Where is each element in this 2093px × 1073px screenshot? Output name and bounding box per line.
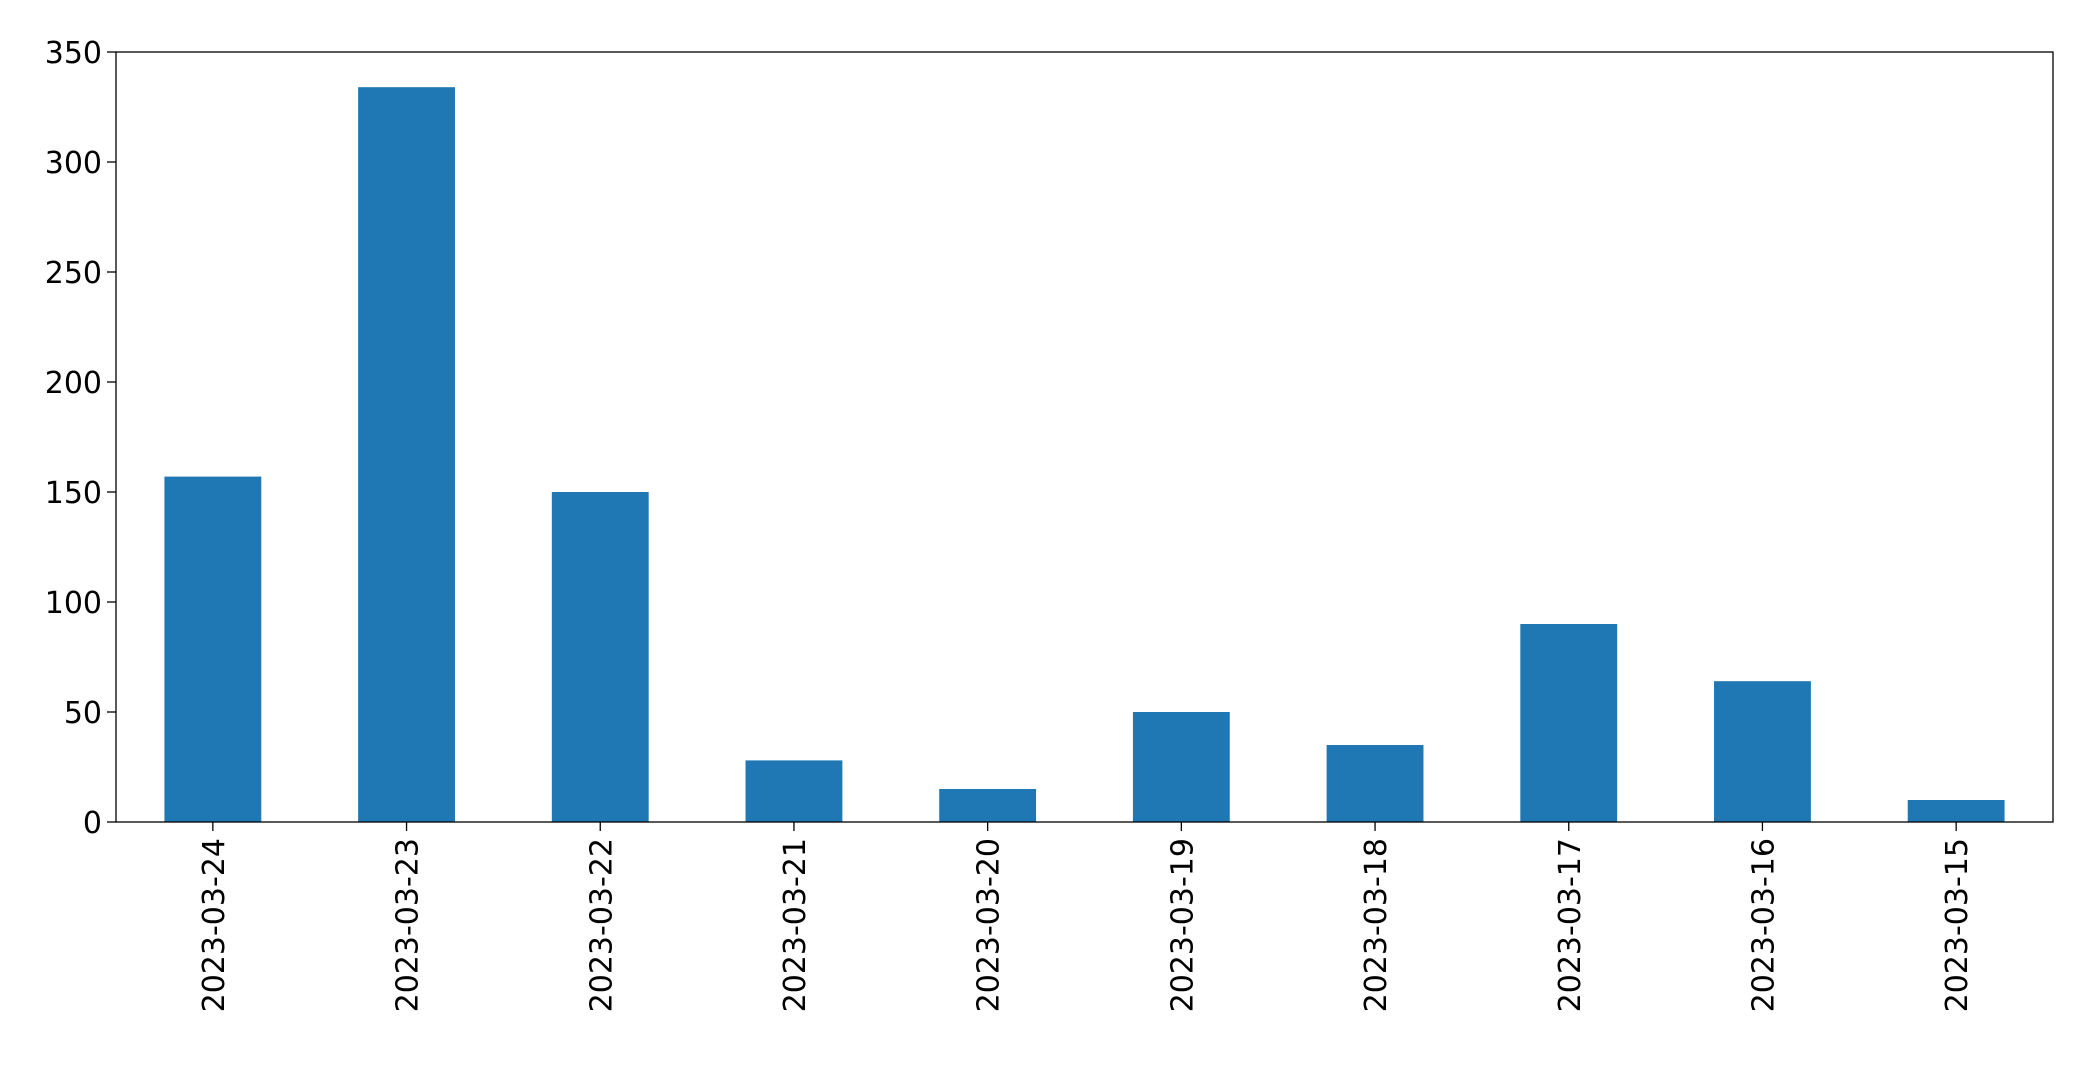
x-tick-label: 2023-03-24 — [197, 838, 232, 1012]
bar — [1326, 745, 1424, 822]
y-tick-label: 350 — [45, 36, 102, 71]
y-tick-label: 100 — [45, 586, 102, 621]
y-tick-label: 300 — [45, 146, 102, 181]
y-tick-label: 250 — [45, 256, 102, 291]
x-tick-label: 2023-03-15 — [1940, 838, 1975, 1012]
x-tick-label: 2023-03-23 — [391, 838, 426, 1012]
x-tick-label: 2023-03-17 — [1553, 838, 1588, 1012]
x-tick-label: 2023-03-19 — [1165, 838, 1200, 1012]
y-tick-label: 0 — [83, 806, 102, 841]
bar — [358, 87, 455, 822]
y-tick-label: 200 — [45, 366, 102, 401]
bar — [164, 476, 262, 822]
x-tick-label: 2023-03-18 — [1359, 838, 1394, 1012]
x-tick-label: 2023-03-20 — [972, 838, 1007, 1012]
y-tick-label: 150 — [45, 476, 102, 511]
y-tick-label: 50 — [64, 696, 102, 731]
bar — [939, 789, 1037, 822]
x-tick-label: 2023-03-22 — [584, 838, 619, 1012]
bar — [1907, 800, 2005, 822]
x-tick-label: 2023-03-21 — [778, 838, 813, 1012]
bar — [1132, 712, 1230, 822]
x-tick-label: 2023-03-16 — [1746, 838, 1781, 1012]
plot-frame — [115, 51, 2054, 823]
bar — [1520, 624, 1618, 822]
bar — [551, 492, 649, 822]
bar — [1714, 681, 1811, 822]
bar — [745, 760, 843, 822]
